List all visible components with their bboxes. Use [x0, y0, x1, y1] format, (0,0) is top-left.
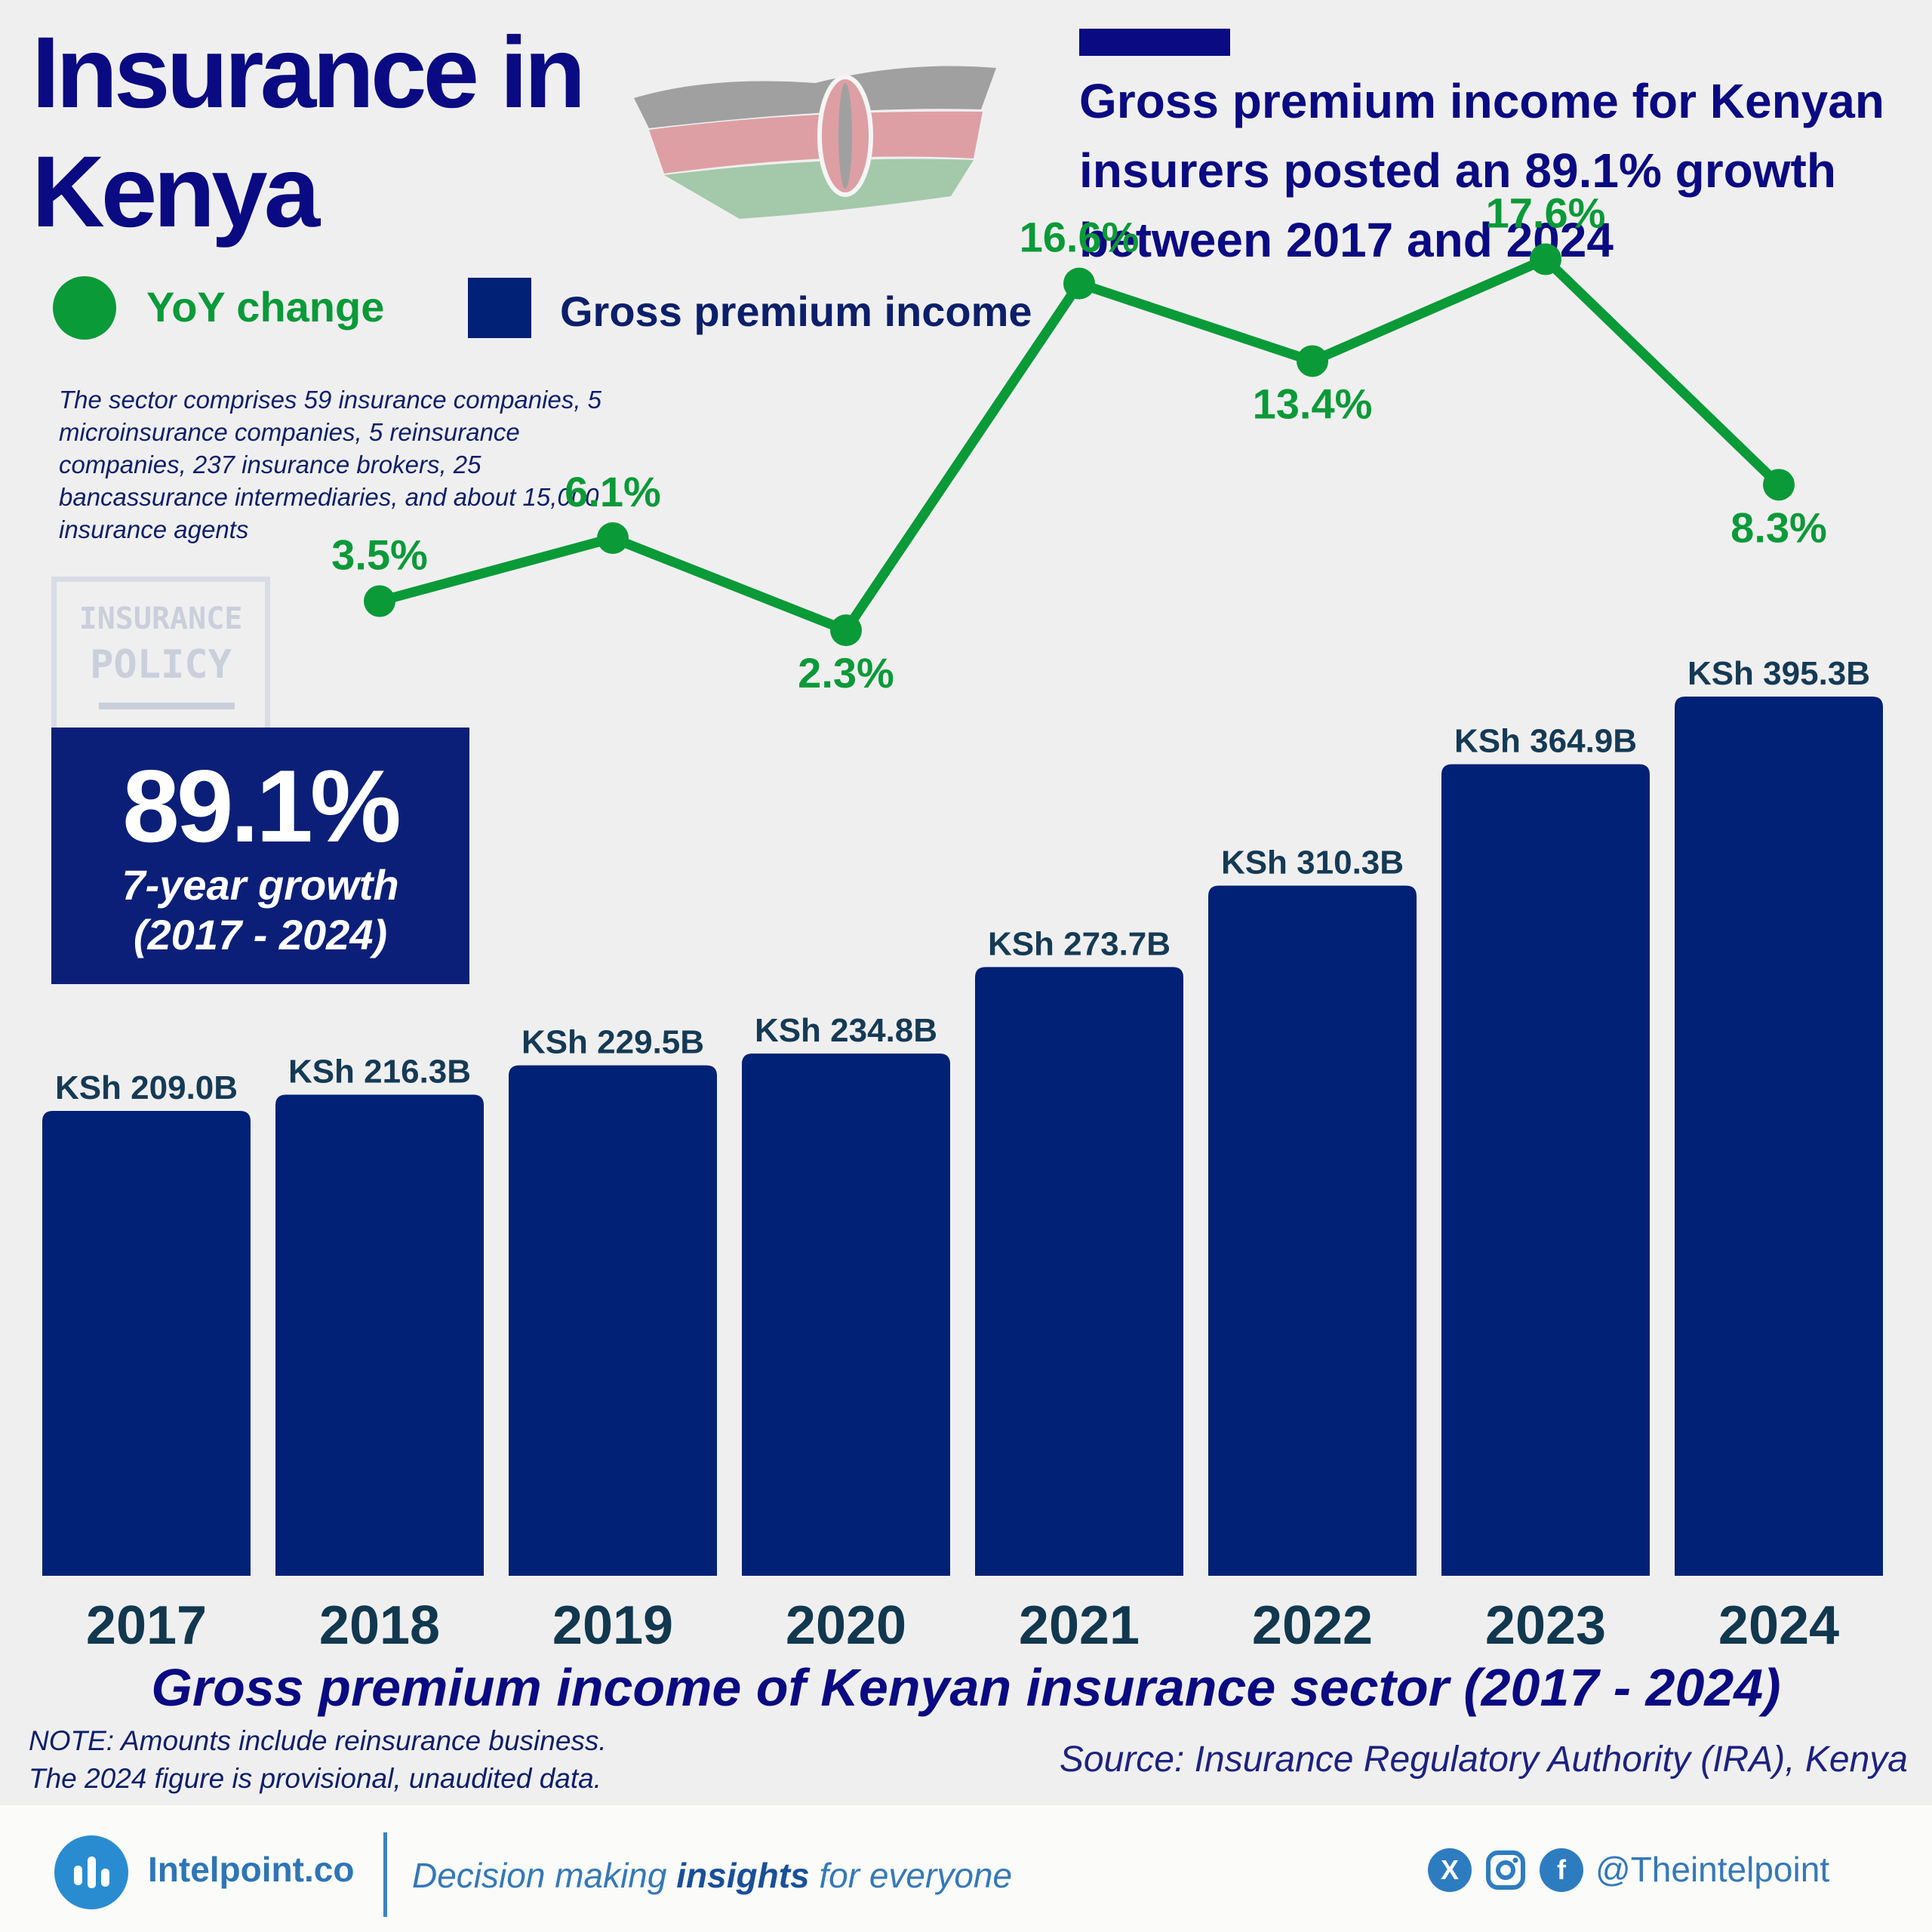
yoy-point-2019	[597, 522, 629, 555]
premium-chart: KSh 209.0B 2017 KSh 216.3B 2018 KSh 229.5B 20…	[42, 189, 1883, 1656]
social-handle[interactable]: @Theintelpoint	[1595, 1850, 1830, 1889]
footer-divider	[383, 1832, 387, 1917]
legend-bar-label: Gross premium income	[560, 288, 1032, 335]
insurance-policy-stamp: INSURANCE POLICY	[51, 577, 270, 776]
year-label-2018: 2018	[319, 1595, 440, 1656]
stamp-line-1: INSURANCE	[78, 601, 243, 636]
bar-2018	[275, 1094, 484, 1576]
intelpoint-logo-icon[interactable]	[54, 1835, 128, 1909]
kpi-value: 89.1%	[122, 749, 401, 863]
title-line-1: Insurance in	[32, 17, 586, 129]
yoy-point-2024	[1763, 469, 1795, 501]
legend-bar-marker	[468, 278, 531, 338]
stamp-line-2: POLICY	[90, 642, 232, 688]
year-label-2021: 2021	[1019, 1595, 1140, 1656]
bar-2020	[742, 1054, 950, 1576]
yoy-label-2023: 17.6%	[1486, 189, 1606, 237]
footnote-line-1: NOTE: Amounts include reinsurance busine…	[29, 1725, 607, 1756]
tagline: Decision making insights for everyone	[412, 1855, 1012, 1896]
yoy-label-2018: 3.5%	[331, 531, 428, 579]
bar-2024	[1675, 697, 1883, 1576]
chart-title: Gross premium income of Kenyan insurance…	[151, 1658, 1781, 1717]
stamp-rule	[99, 703, 235, 709]
bar-2019	[509, 1065, 717, 1576]
yoy-label-2024: 8.3%	[1730, 503, 1827, 551]
bar-label-2024: KSh 395.3B	[1687, 655, 1870, 692]
footnote: NOTE: Amounts include reinsurance busine…	[29, 1722, 708, 1798]
bar-label-2017: KSh 209.0B	[55, 1069, 238, 1106]
yoy-label-2022: 13.4%	[1253, 380, 1373, 427]
headline: Gross premium income for Kenyan insurers…	[1079, 74, 1884, 267]
facebook-icon[interactable]: f	[1540, 1848, 1583, 1892]
yoy-point-2022	[1297, 345, 1328, 377]
brand-name[interactable]: Intelpoint.co	[148, 1850, 355, 1889]
page-title: Insurance in Kenya	[32, 14, 635, 252]
tagline-pre: Decision making	[412, 1856, 677, 1895]
bar-label-2023: KSh 364.9B	[1454, 723, 1637, 760]
bar-2022	[1208, 885, 1417, 1576]
yoy-line	[374, 254, 1784, 635]
yoy-label-2019: 6.1%	[565, 468, 661, 515]
source-note: Source: Insurance Regulatory Authority (…	[1059, 1740, 1908, 1780]
bar-2023	[1441, 764, 1650, 1576]
bar-2017	[42, 1111, 251, 1576]
tagline-bold: insights	[676, 1856, 810, 1895]
footnote-line-2: The 2024 figure is provisional, unaudite…	[29, 1763, 602, 1794]
bar-label-2020: KSh 234.8B	[755, 1012, 937, 1049]
footer	[0, 1805, 1932, 1932]
bar-label-2019: KSh 229.5B	[521, 1024, 704, 1061]
bar-2021	[975, 967, 1183, 1576]
headline-accent-bar	[1079, 29, 1230, 56]
yoy-point-2023	[1530, 243, 1561, 275]
year-label-2023: 2023	[1485, 1595, 1606, 1656]
sector-note: The sector comprises 59 insurance compan…	[59, 386, 602, 543]
yoy-label-2020: 2.3%	[798, 649, 894, 697]
legend-line-label: YoY change	[146, 283, 385, 331]
year-label-2024: 2024	[1718, 1595, 1839, 1656]
bar-label-2022: KSh 310.3B	[1221, 844, 1404, 881]
tagline-post: for everyone	[809, 1856, 1013, 1895]
kpi-label-line-2: (2017 - 2024)	[133, 911, 388, 958]
yoy-point-2021	[1063, 267, 1095, 300]
year-label-2020: 2020	[786, 1595, 906, 1656]
year-label-2022: 2022	[1252, 1595, 1373, 1656]
instagram-icon[interactable]	[1484, 1848, 1527, 1892]
bar-label-2018: KSh 216.3B	[288, 1054, 471, 1091]
kpi-box: 89.1% 7-year growth (2017 - 2024)	[51, 728, 469, 984]
year-label-2017: 2017	[86, 1595, 207, 1656]
kpi-label-line-1: 7-year growth	[122, 861, 399, 909]
yoy-point-2020	[830, 614, 862, 647]
yoy-label-2021: 16.6%	[1020, 214, 1140, 261]
title-line-2: Kenya	[32, 136, 320, 248]
x-icon[interactable]: X	[1428, 1848, 1472, 1892]
kpi-label: 7-year growth (2017 - 2024)	[51, 860, 469, 960]
bar-label-2021: KSh 273.7B	[988, 925, 1171, 962]
kenya-flag-watermark	[634, 66, 996, 219]
year-label-2019: 2019	[552, 1595, 673, 1656]
legend-line-marker	[53, 276, 116, 340]
yoy-point-2018	[364, 585, 395, 617]
